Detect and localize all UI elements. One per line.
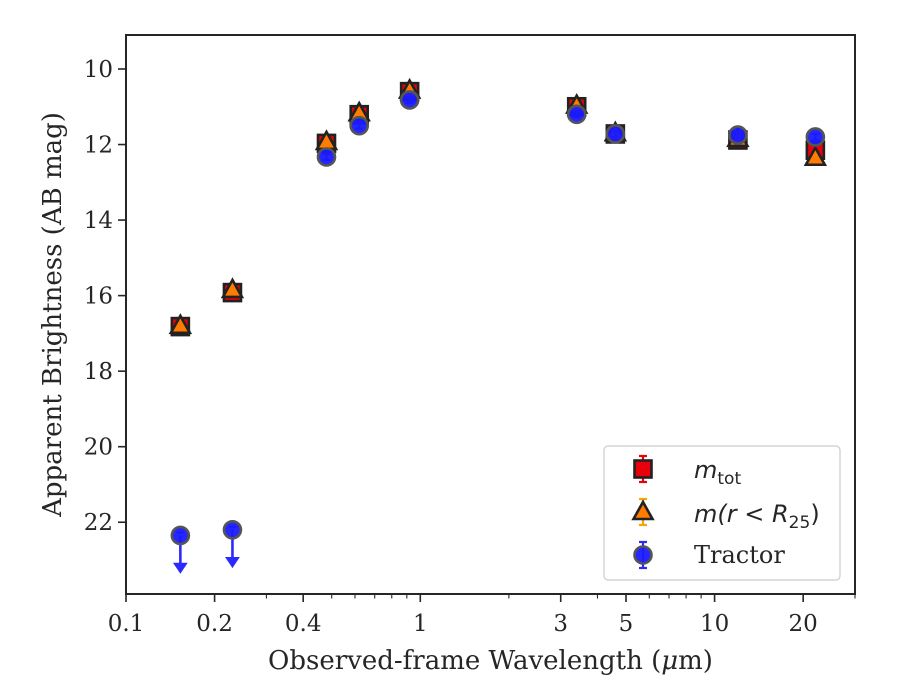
x-tick-label: 1 [413,611,428,637]
data-point-tractor [566,104,587,125]
data-point-tractor [805,127,826,147]
plot-frame [125,34,856,595]
y-axis-label: Apparent Brightness (AB mag) [38,112,68,518]
data-point-tractor [316,147,337,167]
legend-marker-tractor [633,545,653,565]
x-tick-label: 3 [553,611,568,637]
y-tick-label: 14 [84,208,113,234]
x-axis-label-mu: μ [661,646,678,676]
data-point-tractor [170,525,191,546]
data-point-tractor [605,124,626,144]
y-tick-label: 10 [84,57,113,83]
legend-label-tractor: Tractor [694,541,785,569]
upper-limit-arrow [172,562,188,574]
legend-marker-m-r25 [631,499,655,521]
y-tick-label: 18 [84,359,113,385]
data-point-tractor [399,90,420,110]
legend-label-m-r25: m(r < R25) [694,500,820,533]
y-axis-ticks: 10 12 14 16 18 20 22 [84,57,126,536]
data-points [168,77,828,574]
y-tick-label: 20 [84,435,113,461]
x-tick-label: 20 [789,611,818,637]
legend-marker-mtot [633,459,653,479]
data-point-tractor [349,115,369,136]
y-tick-label: 16 [84,284,113,310]
upper-limit-arrow [225,557,240,569]
x-axis-label-part: m) [678,646,713,676]
x-tick-label: 0.1 [108,611,145,637]
x-axis-label: Observed-frame Wavelength (μm) [268,646,713,676]
x-tick-label: 0.2 [196,611,233,637]
data-point-tractor [728,125,748,145]
x-axis-ticks: 0.1 0.2 0.4 1 3 5 10 20 [108,594,856,637]
x-tick-label: 5 [619,611,634,637]
data-point-m-r25 [220,277,245,299]
data-point-tractor [222,519,243,540]
x-tick-label: 0.4 [285,611,322,637]
legend-label-mtot: mtot [694,456,741,489]
x-axis-label-part: Observed-frame Wavelength ( [268,646,661,676]
data-point-m-r25 [803,145,828,167]
legend: mtot m(r < R25) Tractor [603,445,841,581]
legend-frame [603,445,841,581]
y-tick-label: 22 [84,510,113,536]
x-tick-label: 10 [700,611,729,637]
data-point-m-r25 [168,313,193,335]
y-tick-label: 12 [84,133,113,159]
